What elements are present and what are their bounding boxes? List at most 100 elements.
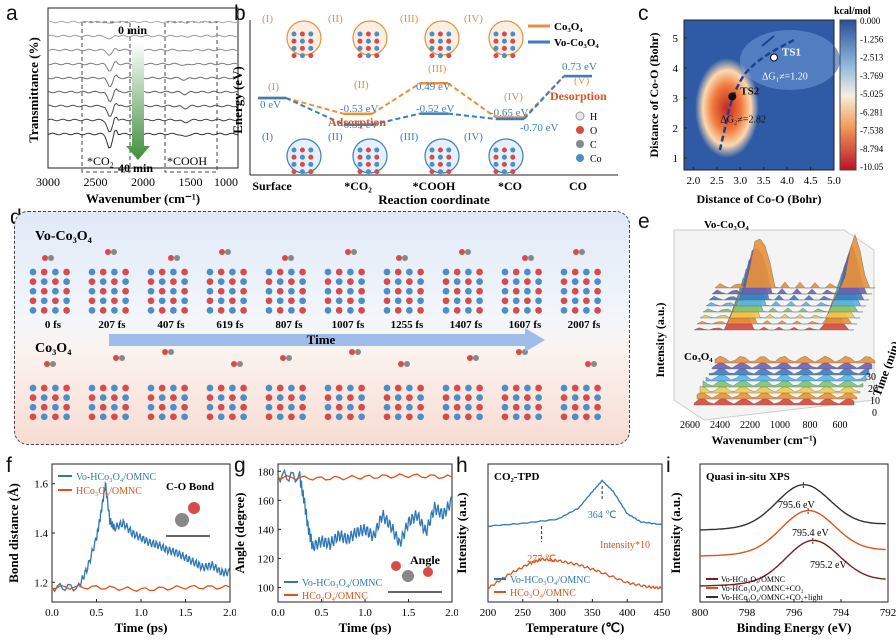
atom	[181, 287, 188, 295]
atom	[394, 403, 402, 411]
atom	[158, 268, 166, 276]
atom-c-icon	[576, 140, 584, 148]
atom	[442, 287, 450, 295]
atom	[288, 384, 295, 392]
xtick-label: 200	[480, 607, 497, 619]
atom	[217, 297, 225, 305]
atom	[394, 394, 402, 401]
atom	[63, 394, 70, 401]
x-axis-label: Time (ps)	[339, 620, 392, 635]
atom	[335, 307, 343, 314]
atom	[217, 403, 225, 411]
atom	[170, 268, 177, 276]
atom	[453, 384, 461, 392]
time-label: 1255 fs	[391, 319, 424, 331]
atom	[501, 53, 507, 59]
atom	[524, 297, 531, 305]
atom	[88, 307, 96, 314]
category-label: Surface	[252, 179, 292, 193]
co2-molecule	[48, 255, 54, 261]
atom	[365, 154, 371, 160]
atom	[158, 394, 166, 401]
atom	[335, 413, 343, 421]
atom	[357, 154, 363, 160]
xtick-label: 798	[739, 607, 756, 619]
atom	[111, 403, 118, 411]
atom	[406, 278, 413, 285]
xps-spectrum	[699, 509, 886, 557]
atom	[347, 287, 354, 295]
co2-molecule	[465, 249, 471, 255]
colorbar-tick-label: -5.025	[860, 89, 884, 99]
legend-label: Vo-HCo₃O₄/OMNC	[510, 575, 590, 586]
co2-molecule	[168, 349, 174, 355]
value-vo-cooh: -0.52 eV	[416, 103, 455, 115]
a-xlabel: Wavenumber (cm⁻¹)	[86, 191, 200, 206]
atom	[170, 403, 177, 411]
atom	[170, 307, 177, 314]
atom	[594, 403, 601, 411]
panel-i-svg: 800 798 796 794 792 795.6 eV 795.4 eV 795.2 eV Q…	[668, 463, 896, 635]
atom	[374, 38, 380, 44]
atom	[535, 297, 542, 305]
ytick-label: 100	[258, 582, 275, 594]
atom	[442, 403, 450, 411]
atom	[299, 154, 305, 160]
atom	[501, 413, 509, 421]
xtick-label: 794	[833, 607, 850, 619]
atom	[335, 403, 343, 411]
atom	[308, 161, 314, 167]
d-row-vo-co3o4: Vo-Co₃O₄	[35, 229, 93, 244]
atom	[276, 413, 284, 421]
panel-label-f: f	[6, 454, 12, 477]
atom	[429, 53, 435, 59]
xtick-label: 0.5	[315, 607, 329, 619]
atom	[442, 394, 450, 401]
atom	[265, 394, 273, 401]
atom	[52, 297, 59, 305]
atom	[217, 307, 225, 314]
carbon-atom-icon	[175, 513, 189, 527]
xtick-label: 2.0	[445, 607, 458, 619]
atom	[358, 403, 365, 411]
atom	[406, 384, 413, 392]
atom	[594, 413, 601, 421]
atom	[583, 394, 590, 401]
atom	[446, 154, 452, 160]
c-ytick-label: 4	[673, 63, 679, 75]
c-xlabel: Distance of Co-O (Bohr)	[697, 192, 822, 206]
atom	[206, 268, 214, 276]
legend-label: Vo-HCo₃O₄/OMNC	[76, 472, 156, 483]
atom	[374, 31, 380, 37]
colorbar-tick-label: -3.769	[860, 71, 884, 81]
e-xtick-label: 1000	[770, 420, 790, 431]
atom	[347, 413, 354, 421]
atom	[358, 384, 365, 392]
atom	[347, 278, 354, 285]
atom	[465, 278, 472, 285]
atom	[465, 297, 472, 305]
atom	[594, 297, 601, 305]
cooh-region-box	[164, 21, 218, 173]
atom	[453, 403, 461, 411]
co2-molecule	[402, 255, 408, 261]
e-xlabel: Wavenumber (cm⁻¹)	[711, 433, 816, 447]
atom	[347, 384, 354, 392]
xtick-label: 300	[549, 607, 566, 619]
e-sub-vo: Vo-Co₃O₄	[704, 219, 749, 231]
e-spectrum-co	[714, 355, 876, 364]
atom	[501, 38, 507, 44]
energy-connector	[371, 82, 421, 115]
atom	[181, 278, 188, 285]
b-atom-legend: H O C Co	[575, 111, 602, 165]
co2-molecule	[585, 361, 591, 367]
atom-h-icon	[575, 111, 585, 121]
atom	[347, 394, 354, 401]
time-label: 0 fs	[45, 319, 62, 331]
oxygen-atom-icon	[391, 561, 401, 571]
time-label: 807 fs	[275, 319, 303, 331]
atom	[324, 307, 332, 314]
atom	[437, 154, 443, 160]
annot-desorption: Desorption	[550, 89, 607, 103]
